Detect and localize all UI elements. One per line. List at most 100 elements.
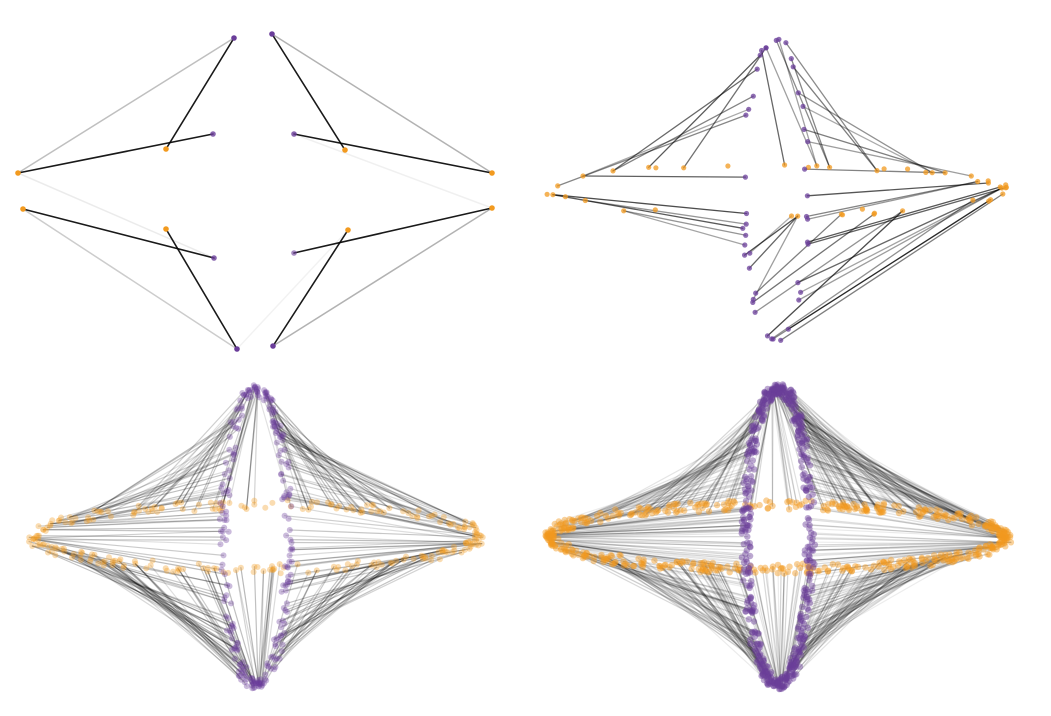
node-purple [743, 558, 750, 565]
node-orange [598, 551, 605, 559]
edge [287, 548, 471, 583]
node-orange [233, 567, 239, 574]
node-purple [223, 517, 230, 524]
node-orange [578, 518, 585, 526]
node-orange [756, 501, 763, 509]
node-purple [779, 682, 786, 689]
edge [795, 564, 899, 668]
node-orange [878, 508, 886, 516]
node-orange [690, 559, 697, 567]
node-purple [768, 385, 776, 392]
node-orange [995, 531, 1003, 538]
node-orange [461, 526, 468, 533]
node-purple [742, 526, 749, 533]
node-purple [782, 670, 790, 677]
edge [658, 565, 765, 662]
node-orange [853, 504, 860, 512]
node-purple [232, 444, 239, 451]
node-purple [755, 406, 763, 413]
node-orange [909, 555, 916, 563]
edge [71, 556, 238, 644]
node-purple [233, 406, 240, 413]
node-orange [600, 556, 607, 563]
node-orange [674, 508, 681, 515]
node-purple [256, 679, 263, 686]
node-purple [223, 488, 230, 495]
node-orange [559, 522, 566, 529]
node-purple [264, 660, 271, 667]
edge [180, 397, 249, 504]
node-orange [158, 504, 165, 511]
edge [798, 564, 934, 650]
node-purple [252, 680, 259, 687]
edge [269, 401, 338, 510]
node-purple [749, 428, 756, 435]
node-purple [750, 93, 756, 99]
edge [785, 570, 829, 680]
edge [783, 391, 879, 506]
edge [280, 450, 475, 526]
edge [571, 500, 747, 530]
node-purple [751, 413, 759, 421]
node-orange [836, 503, 843, 510]
node-purple [284, 581, 291, 588]
node-orange [881, 566, 888, 573]
node-orange [479, 534, 486, 541]
node-orange [269, 563, 275, 570]
node-orange [95, 508, 102, 515]
edge [809, 545, 987, 562]
node-orange [844, 563, 851, 570]
node-purple [795, 436, 802, 443]
node-purple [796, 663, 804, 670]
edge [221, 384, 255, 509]
edge [31, 545, 229, 619]
node-purple [246, 674, 253, 681]
node-purple [746, 493, 753, 500]
node-orange [445, 520, 452, 527]
node-purple [783, 670, 791, 677]
node-purple [794, 648, 802, 656]
node-orange [455, 524, 461, 531]
node-purple [748, 487, 755, 494]
node-orange [688, 565, 695, 573]
node-purple [233, 643, 240, 650]
edge [154, 414, 243, 508]
node-purple [780, 683, 788, 690]
node-orange [844, 503, 851, 510]
edge [808, 544, 994, 556]
node-orange [60, 545, 67, 552]
node-orange [549, 533, 556, 540]
node-purple [757, 650, 764, 658]
edge [676, 561, 763, 665]
edge [50, 502, 221, 525]
node-purple [783, 396, 790, 404]
node-purple [751, 466, 758, 473]
edge [87, 436, 231, 519]
edge [799, 556, 946, 619]
node-purple [284, 494, 291, 501]
edge [807, 461, 1003, 532]
node-purple [756, 398, 764, 405]
node-purple [754, 66, 760, 72]
node-orange [1003, 534, 1010, 542]
node-orange [583, 553, 590, 560]
edge [565, 507, 750, 531]
edge [568, 488, 746, 529]
node-orange [557, 528, 564, 535]
node-orange [47, 522, 54, 529]
node-purple [746, 606, 754, 614]
node-orange [904, 563, 911, 570]
node-orange [834, 561, 842, 568]
node-orange [400, 508, 407, 515]
node-purple [288, 558, 295, 565]
node-orange [551, 520, 558, 528]
node-orange [489, 205, 495, 211]
edge [573, 449, 751, 522]
node-purple [787, 661, 795, 668]
node-orange [986, 544, 993, 552]
edge [790, 565, 875, 668]
node-purple [231, 35, 237, 41]
node-orange [929, 561, 936, 569]
edge [733, 398, 773, 502]
edge [559, 490, 753, 526]
